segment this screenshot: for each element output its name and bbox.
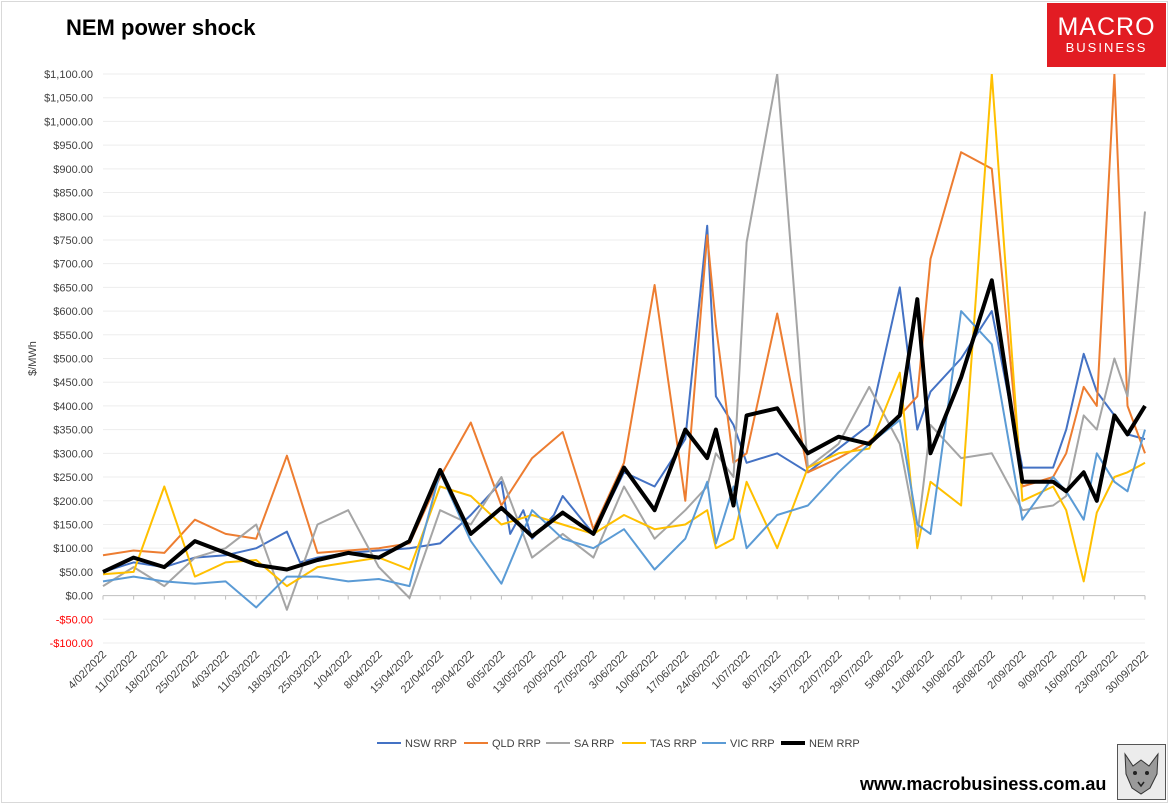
y-axis-title: $/MWh [27,341,39,376]
macrobusiness-logo: MACRO BUSINESS [1047,3,1166,67]
y-tick-label: $700.00 [53,259,93,271]
wolf-logo-icon [1117,744,1166,800]
y-tick-label: $100.00 [53,543,93,555]
y-tick-label: $450.00 [53,377,93,389]
series-line-vic-rrp [102,310,1146,609]
legend-label: VIC RRP [730,738,775,750]
y-tick-label: $0.00 [65,591,93,603]
logo-line-2: BUSINESS [1065,40,1148,55]
y-tick-label: -$100.00 [50,638,93,650]
y-tick-label: $400.00 [53,401,93,413]
y-tick-label: $800.00 [53,211,93,223]
y-tick-label: $1,050.00 [44,93,93,105]
y-tick-label: $1,000.00 [44,116,93,128]
y-tick-label: $950.00 [53,140,93,152]
y-tick-label: $900.00 [53,164,93,176]
y-tick-label: $650.00 [53,282,93,294]
y-tick-label: $600.00 [53,306,93,318]
legend-label: NEM RRP [809,738,860,750]
legend-label: TAS RRP [650,738,697,750]
series-line-tas-rrp [102,74,1146,588]
y-tick-label: $750.00 [53,235,93,247]
chart-title: NEM power shock [66,15,256,40]
y-tick-label: $550.00 [53,330,93,342]
legend-label: SA RRP [574,738,614,750]
y-tick-label: $1,100.00 [44,69,93,81]
y-tick-label: $350.00 [53,425,93,437]
y-tick-label: -$50.00 [56,614,93,626]
y-tick-label: $150.00 [53,519,93,531]
series-line-nem-rrp [102,278,1147,574]
y-tick-label: $200.00 [53,496,93,508]
y-tick-label: $850.00 [53,188,93,200]
legend-label: NSW RRP [405,738,457,750]
footer-url[interactable]: www.macrobusiness.com.au [860,774,1107,794]
series-line-nsw-rrp [102,224,1146,573]
y-tick-label: $250.00 [53,472,93,484]
legend-label: QLD RRP [492,738,541,750]
y-tick-label: $500.00 [53,354,93,366]
y-tick-label: $300.00 [53,448,93,460]
logo-line-1: MACRO [1057,13,1156,41]
y-tick-label: $50.00 [59,567,93,579]
